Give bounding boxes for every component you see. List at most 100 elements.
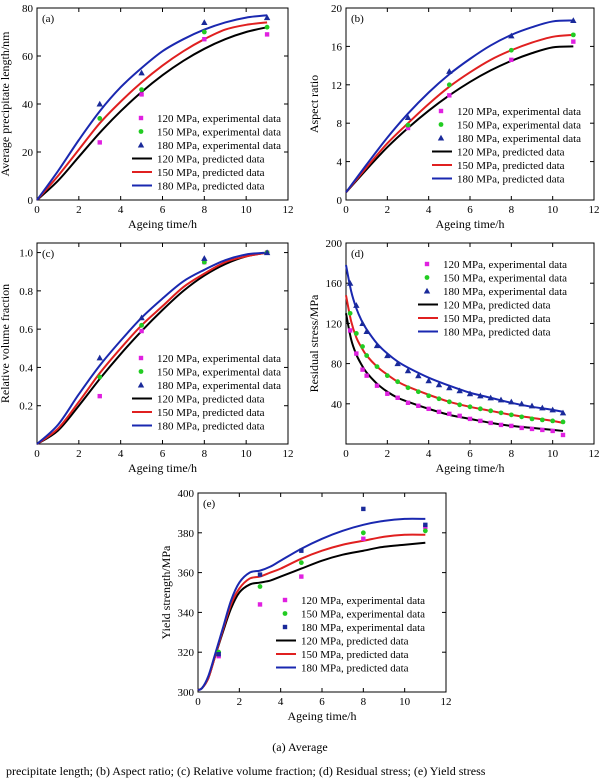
panel-d-xtick-label: 4 [426,448,432,460]
panel-d-point-120 [347,328,353,333]
panel-d-point-150 [446,399,452,405]
panel-d-ytick-label: 80 [331,359,343,371]
panel-a-legend-label: 120 MPa, experimental data [157,113,281,125]
panel-d-point-150 [560,419,566,425]
panel-c-xtick-label: 4 [118,448,124,460]
panel-d-point-180 [477,392,484,399]
panel-d-point-150 [550,418,556,424]
panel-c-ytick-label: 0.2 [19,401,33,413]
panel-b-point-120 [405,125,411,131]
panel-a-xtick-label: 2 [76,204,82,216]
panel-d-point-120 [436,409,442,415]
panel-d-point-150 [457,402,463,408]
panel-d-point-120 [354,351,359,356]
panel-d-point-180 [487,394,494,401]
panel-c-line-line150 [36,251,268,445]
panel-a-point-180 [96,100,103,107]
panel-a-point-150 [139,87,144,92]
panel-b-legend-marker [437,134,445,141]
panel-a-xtick-label: 10 [241,204,253,216]
panel-d-point-180 [528,402,536,409]
panel-e-xtick-label: 10 [399,696,411,708]
panel-e-ytick-label: 320 [178,647,195,659]
panel-a: 0 2 4 6 8 10 12 0 20 40 60 80 Ageing time/h Average p… [0,3,294,231]
panel-b-legend-label: 150 MPa, predicted data [457,160,565,172]
panel-a-point-120 [264,32,270,37]
panel-d-point-180 [435,381,443,388]
panel-d-legend-marker [424,275,430,280]
panel-d-point-120 [498,422,504,428]
panel-c-point-150 [139,322,144,328]
panel-d-point-180 [373,342,381,349]
panel-d-point-150 [384,373,390,379]
panel-d-point-120 [416,403,421,409]
panel-d-point-180 [549,406,556,413]
panel-d-legend-marker [424,261,430,267]
panel-b-point-120 [509,57,514,63]
panel-d-point-150 [519,414,525,420]
panel-a-point-150 [97,116,103,121]
panel-d-legend-label: 120 MPa, predicted data [443,300,551,312]
panel-e-point-180 [423,522,428,528]
panel-c-point-180 [263,249,271,256]
panel-d-point-150 [364,353,370,358]
panel-a-point-180 [201,19,208,25]
panel-d-xtick-label: 6 [467,448,473,460]
panel-e-point-120 [299,574,304,579]
panel-d-point-180 [404,367,412,374]
panel-c-point-150 [201,259,207,265]
panel-d-point-180 [363,328,370,334]
caption-line-1: (a) Average [272,740,328,754]
panel-a-point-120 [139,92,144,97]
panel-b-point-180 [404,114,412,120]
panel-c-legend-label: 120 MPa, predicted data [157,394,265,406]
panel-e-xtick-label: 0 [195,696,201,708]
panel-a-point-150 [264,24,270,30]
panel-d-tag: (d) [351,248,364,260]
panel-d-point-180 [425,377,432,384]
panel-b-xtick-label: 0 [343,204,349,216]
panel-d-point-120 [447,411,452,417]
panel-e: 0 2 4 6 8 10 12 300 320 340 360 380 400 Ageing time/h… [159,488,452,723]
panel-e-xlabel: Ageing time/h [288,709,357,723]
panel-d-point-180 [384,352,391,359]
panel-e-legend-marker [282,624,288,630]
panel-d-point-180 [415,372,422,379]
panel-d-point-150 [395,379,401,385]
panel-e-point-180 [299,548,304,553]
panel-c-xtick-label: 8 [202,448,208,460]
panel-d-point-150 [508,412,514,418]
panel-c: 0 2 4 6 8 10 12 0.2 0.4 0.6 0.8 1.0 Ageing time/h Rel… [0,242,294,475]
panel-d-point-120 [550,428,555,434]
panel-d-point-150 [436,396,442,402]
panel-d-point-120 [374,383,380,388]
panel-e-xtick-label: 12 [441,696,452,708]
panel-d-point-180 [466,390,474,397]
panel-d-legend-marker [423,287,431,294]
panel-d-point-120 [519,425,524,431]
panel-c-point-120 [139,328,144,334]
panel-b-xtick-label: 4 [426,204,432,216]
panel-d-point-150 [529,416,535,422]
panel-c-xtick-label: 10 [241,448,253,460]
panel-d-point-180 [353,302,360,308]
panel-a-point-120 [97,140,102,145]
panel-a-tag: (a) [42,13,55,25]
panel-c-xtick-label: 2 [76,448,82,460]
panel-a-legend-marker [137,141,145,148]
panel-c-legend-label: 120 MPa, experimental data [157,353,281,365]
panel-e-legend-label: 180 MPa, experimental data [301,622,425,634]
panel-e-legend-label: 120 MPa, experimental data [301,595,425,607]
panel-d-point-180 [539,404,546,411]
panel-d-point-150 [477,406,483,412]
panel-e-point-150 [298,560,304,566]
panel-a-xtick-label: 4 [118,204,124,216]
panel-d-point-150 [488,408,494,414]
panel-a-point-120 [202,37,207,42]
panel-b-ytick-label: 12 [331,80,342,92]
panel-a-point-150 [201,29,207,35]
panel-d-point-120 [467,416,473,422]
panel-b-tag: (b) [351,13,364,25]
panel-b-xtick-label: 2 [385,204,391,216]
panel-d-point-180 [559,409,567,416]
